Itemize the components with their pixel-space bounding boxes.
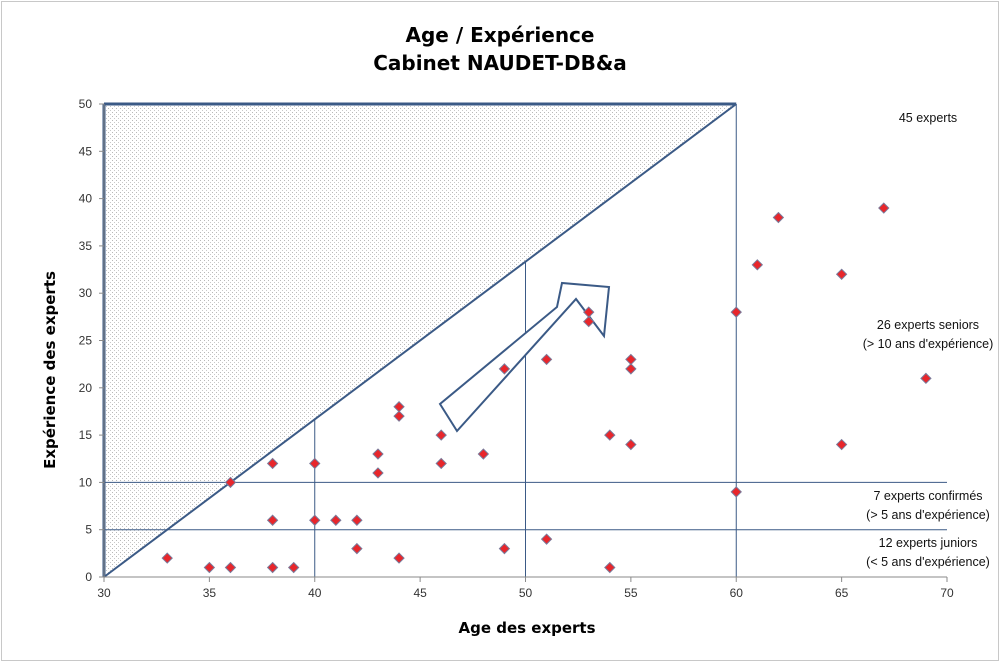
annotation-confirmes: 7 experts confirmés <box>873 489 982 503</box>
annotation-confirmes-detail: (> 5 ans d'expérience) <box>866 508 990 522</box>
annotation-seniors: 26 experts seniors <box>877 318 979 332</box>
data-point <box>878 202 890 214</box>
data-point <box>393 401 405 413</box>
y-tick-label: 15 <box>79 428 93 442</box>
x-tick-label: 70 <box>940 586 954 600</box>
data-point <box>351 542 363 555</box>
y-tick-label: 25 <box>79 334 93 348</box>
x-tick-label: 35 <box>203 586 217 600</box>
data-point <box>920 372 932 385</box>
x-tick-label: 30 <box>97 586 111 600</box>
data-point <box>372 448 384 460</box>
y-tick-label: 20 <box>79 381 93 395</box>
data-point <box>203 561 216 574</box>
annotation-juniors: 12 experts juniors <box>879 536 978 550</box>
x-axis-title: Age des experts <box>458 619 595 637</box>
x-tick-label: 50 <box>519 586 533 600</box>
annotation-total: 45 experts <box>899 111 957 125</box>
data-point <box>835 438 848 451</box>
chart-subtitle: Cabinet NAUDET-DB&a <box>373 51 627 75</box>
data-point <box>330 514 342 526</box>
data-point <box>498 542 511 555</box>
y-tick-label: 45 <box>79 144 93 158</box>
diagonal-line <box>103 103 737 578</box>
y-tick-label: 10 <box>79 475 93 489</box>
data-point <box>393 410 405 422</box>
data-point <box>266 561 279 574</box>
trend-arrow <box>438 281 611 433</box>
data-point <box>625 363 637 375</box>
data-point <box>161 552 173 564</box>
x-tick-label: 55 <box>624 586 638 600</box>
data-point <box>604 429 616 441</box>
y-tick-label: 40 <box>79 192 93 206</box>
y-tick-label: 5 <box>85 523 92 537</box>
data-point <box>393 552 405 564</box>
data-point <box>309 457 321 470</box>
data-point <box>604 561 616 574</box>
x-tick-label: 45 <box>413 586 427 600</box>
x-tick-label: 65 <box>835 586 849 600</box>
data-point <box>266 457 279 470</box>
data-point <box>583 315 595 328</box>
y-tick-label: 35 <box>79 239 93 253</box>
y-tick-label: 50 <box>79 97 93 111</box>
annotation-seniors-detail: (> 10 ans d'expérience) <box>863 337 994 351</box>
x-tick-label: 40 <box>308 586 322 600</box>
y-tick-label: 30 <box>79 286 93 300</box>
data-point <box>498 363 511 375</box>
data-point <box>372 467 384 479</box>
data-points <box>161 202 932 574</box>
data-point <box>835 268 848 280</box>
data-point <box>730 306 742 318</box>
data-point <box>772 211 785 224</box>
x-axis-ticks: 30 35 40 45 50 55 60 65 70 <box>97 577 954 600</box>
data-point <box>435 429 447 441</box>
data-point <box>583 306 595 318</box>
y-tick-label: 0 <box>85 570 92 584</box>
y-axis-title: Expérience des experts <box>41 271 59 469</box>
data-point <box>287 561 300 574</box>
data-point <box>540 353 553 366</box>
data-point <box>730 486 742 498</box>
chart-title: Age / Expérience <box>406 23 595 47</box>
data-point <box>351 514 363 526</box>
data-point <box>477 448 490 460</box>
y-axis-ticks: 0 5 10 15 20 25 30 35 40 45 50 <box>79 97 104 584</box>
data-point <box>625 438 637 451</box>
data-point <box>435 457 447 470</box>
data-point <box>309 514 321 526</box>
x-tick-label: 60 <box>730 586 744 600</box>
data-point <box>540 533 553 545</box>
data-point <box>224 476 237 489</box>
data-point <box>224 561 237 574</box>
data-point <box>266 514 279 526</box>
data-point <box>625 353 637 366</box>
data-point <box>751 259 764 271</box>
annotation-juniors-detail: (< 5 ans d'expérience) <box>866 555 990 569</box>
